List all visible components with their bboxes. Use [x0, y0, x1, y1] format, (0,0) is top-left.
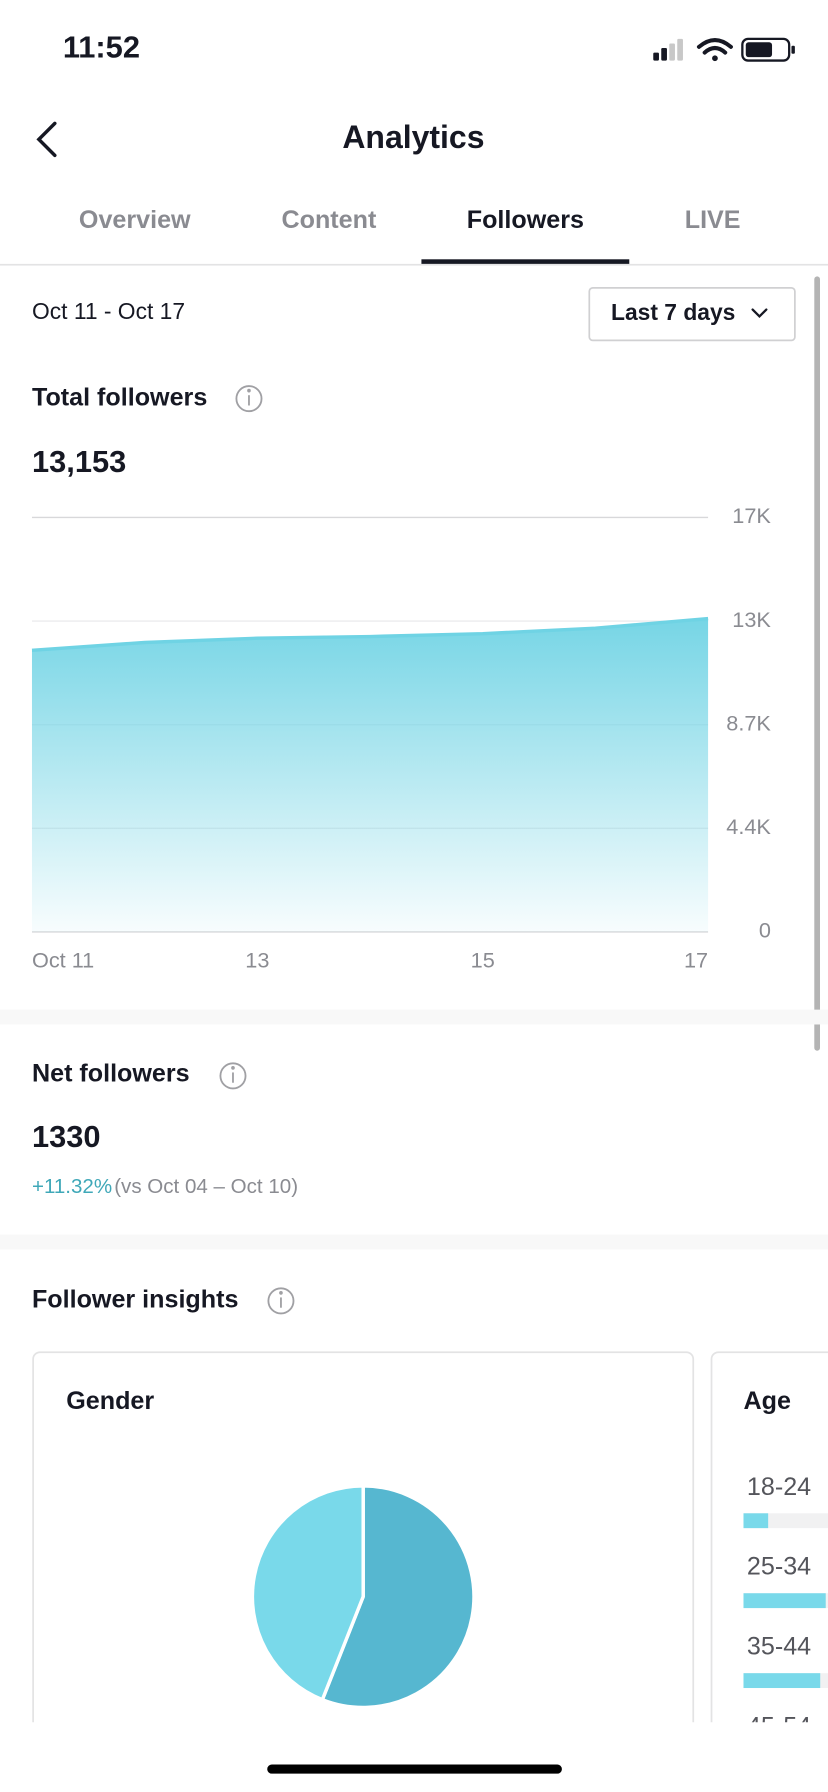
pie-slice [250, 1484, 365, 1702]
age-label: 25-34 [747, 1553, 811, 1581]
section-divider [0, 1234, 828, 1250]
y-tick-label: 0 [759, 918, 771, 943]
y-tick-label: 13K [732, 607, 771, 632]
area-chart: 0 4.4K 8.7K 13K 17K Oct 11 13 15 17 [31, 503, 771, 972]
area-fill [31, 618, 709, 932]
bar [743, 1513, 769, 1529]
x-tick-label: Oct 11 [32, 947, 94, 972]
back-button[interactable] [36, 121, 57, 158]
signal-icon [653, 38, 683, 61]
age-label: 18-24 [747, 1473, 811, 1501]
area-line [31, 616, 709, 652]
section-label: Net followers [32, 1059, 190, 1087]
tab[interactable]: LIVE [685, 206, 741, 234]
tab-selected[interactable]: Followers [467, 206, 584, 234]
x-tick-label: 13 [245, 947, 269, 972]
y-tick-label: 17K [732, 503, 771, 528]
period-button-label[interactable]: Last 7 days [611, 299, 735, 325]
y-tick-label: 4.4K [726, 814, 771, 839]
tab[interactable]: Content [281, 206, 376, 234]
info-icon[interactable] [219, 1062, 247, 1090]
bar-track [743, 1753, 828, 1768]
y-tick-label: 8.7K [726, 710, 771, 735]
tab[interactable]: Overview [79, 206, 191, 234]
bar [743, 1673, 821, 1689]
change-percent: +11.32% [32, 1175, 112, 1198]
comparison-period: (vs Oct 04 – Oct 10) [114, 1175, 298, 1198]
x-tick-label: 17 [684, 947, 708, 972]
tab-divider [0, 263, 828, 266]
total-followers-value: 13,153 [32, 444, 126, 479]
period-dropdown[interactable]: Last 7 days [588, 286, 796, 342]
card-title: Age [743, 1387, 790, 1415]
scrollbar [814, 276, 821, 1051]
bar [743, 1593, 826, 1609]
info-icon[interactable] [267, 1287, 295, 1315]
age-card [710, 1351, 828, 1723]
age-label: 45-54 [747, 1713, 811, 1741]
bar [743, 1753, 784, 1768]
x-tick-label: 15 [471, 947, 495, 972]
tab-indicator [421, 259, 630, 264]
status-time: 11:52 [63, 29, 140, 64]
pie-chart: Gender [66, 1387, 476, 1710]
wifi-icon [696, 38, 733, 62]
info-icon[interactable] [235, 385, 263, 413]
age-chart: Age 18-24 25-34 35-44 45-54 [743, 1387, 828, 1768]
pie-slice [320, 1484, 476, 1710]
section-label: Follower insights [32, 1286, 238, 1314]
age-label: 35-44 [747, 1633, 811, 1661]
net-followers-value: 1330 [32, 1119, 101, 1154]
page-title: Analytics [342, 119, 484, 155]
date-range: Oct 11 - Oct 17 [32, 298, 185, 324]
battery-icon [741, 37, 795, 62]
card-title: Gender [66, 1387, 154, 1415]
home-indicator [267, 1764, 562, 1774]
section-label: Total followers [32, 383, 207, 411]
section-divider [0, 1009, 828, 1025]
